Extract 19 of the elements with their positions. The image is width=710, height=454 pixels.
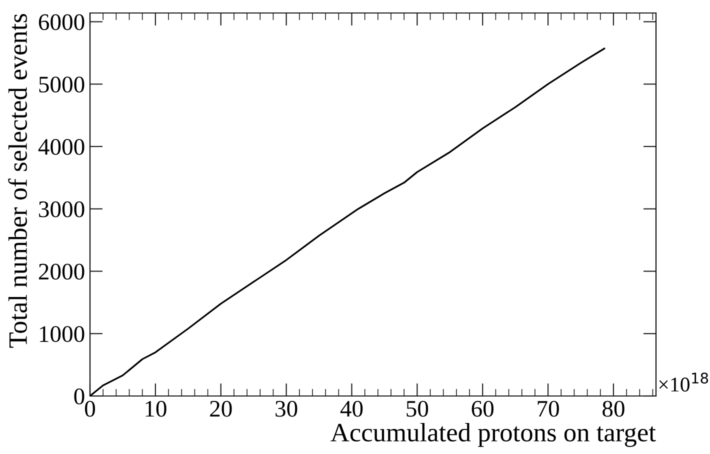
x-tick-label: 10 xyxy=(146,400,166,417)
x-tick-label: 20 xyxy=(210,400,232,417)
x-tick-label: 70 xyxy=(538,400,559,417)
y-axis-title: Total number of selected events xyxy=(8,14,27,348)
y-tick-label: 1000 xyxy=(40,326,84,342)
y-tick-label: 4000 xyxy=(38,138,84,155)
x-tick-label: 50 xyxy=(406,400,428,417)
y-tick-label: 5000 xyxy=(39,76,84,93)
x-axis-title: Accumulated protons on target xyxy=(330,422,656,447)
x-tick-label: 30 xyxy=(276,400,298,417)
x-tick-label: 60 xyxy=(472,400,494,417)
y-tick-label: 6000 xyxy=(38,14,84,30)
y-tick-label: 3000 xyxy=(39,201,84,218)
x-tick-label: 40 xyxy=(340,400,363,417)
y-tick-label: 0 xyxy=(74,388,84,404)
text: ×10$^{18}$ xyxy=(659,372,708,392)
x-tick-label: 0 xyxy=(84,400,96,417)
x-tick-label: 80 xyxy=(602,400,624,417)
y-tick-label: 2000 xyxy=(38,264,84,280)
